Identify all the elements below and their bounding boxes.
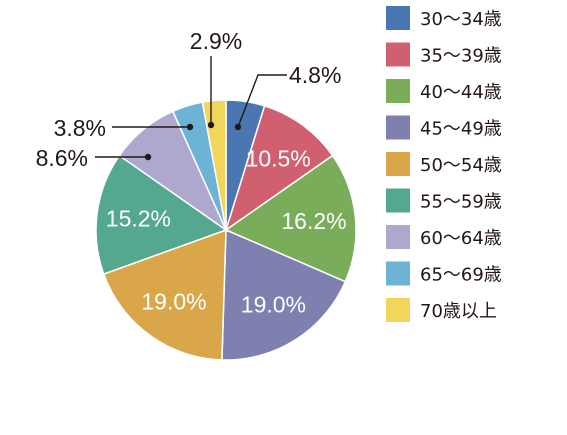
legend-label-1: 30〜34歳 — [420, 9, 502, 30]
legend-label-3: 40〜44歳 — [420, 82, 502, 103]
pie-slice-3 — [224, 154, 357, 283]
pie-slice-4 — [221, 228, 347, 361]
callout-dot-8 — [186, 123, 194, 131]
legend-label-5: 50〜54歳 — [420, 155, 502, 176]
callout-label-9: 2.9% — [190, 28, 242, 54]
legend-swatch-7 — [386, 225, 410, 249]
callout-label-8: 3.8% — [54, 115, 106, 141]
legend-swatch-3 — [386, 79, 410, 103]
callout-labels: 4.8% 8.6% 3.8% 2.9% — [36, 28, 342, 171]
callout-dot-9 — [207, 121, 215, 129]
legend-swatch-9 — [386, 298, 410, 322]
pie-slice-9 — [201, 99, 227, 231]
slice-label-4: 19.0% — [241, 292, 306, 318]
legend-swatch-2 — [386, 42, 410, 67]
pie-slice-2 — [224, 104, 334, 232]
legend-swatch-1 — [386, 6, 410, 30]
callout-dot-1 — [234, 123, 242, 131]
legend-swatch-4 — [386, 115, 410, 140]
pie-slice-6 — [95, 154, 228, 275]
callout-label-7: 8.6% — [36, 145, 88, 171]
slice-label-3: 16.2% — [281, 208, 346, 234]
callout-label-1: 4.8% — [289, 62, 341, 88]
pie-slice-5 — [102, 228, 227, 361]
legend-swatch-6 — [386, 188, 410, 213]
callout-line-1 — [237, 74, 287, 128]
legend: 30〜34歳 35〜39歳 40〜44歳 45〜49歳 50〜54歳 55〜59歳 60〜6… — [386, 6, 502, 322]
legend-label-8: 65〜69歳 — [420, 265, 502, 286]
pie-slices — [95, 99, 357, 361]
legend-label-4: 45〜49歳 — [420, 119, 502, 140]
legend-swatch-8 — [386, 261, 410, 286]
slice-labels: 10.5% 16.2% 19.0% 19.0% 15.2% — [106, 146, 347, 318]
callout-dot-7 — [144, 153, 152, 161]
slice-label-6: 15.2% — [106, 205, 171, 231]
legend-label-9: 70歳以上 — [420, 301, 497, 322]
legend-label-6: 55〜59歳 — [420, 192, 502, 213]
legend-label-2: 35〜39歳 — [420, 46, 502, 67]
legend-swatch-5 — [386, 152, 410, 176]
legend-label-7: 60〜64歳 — [420, 228, 502, 249]
slice-label-2: 10.5% — [246, 146, 311, 172]
slice-label-5: 19.0% — [141, 289, 206, 315]
